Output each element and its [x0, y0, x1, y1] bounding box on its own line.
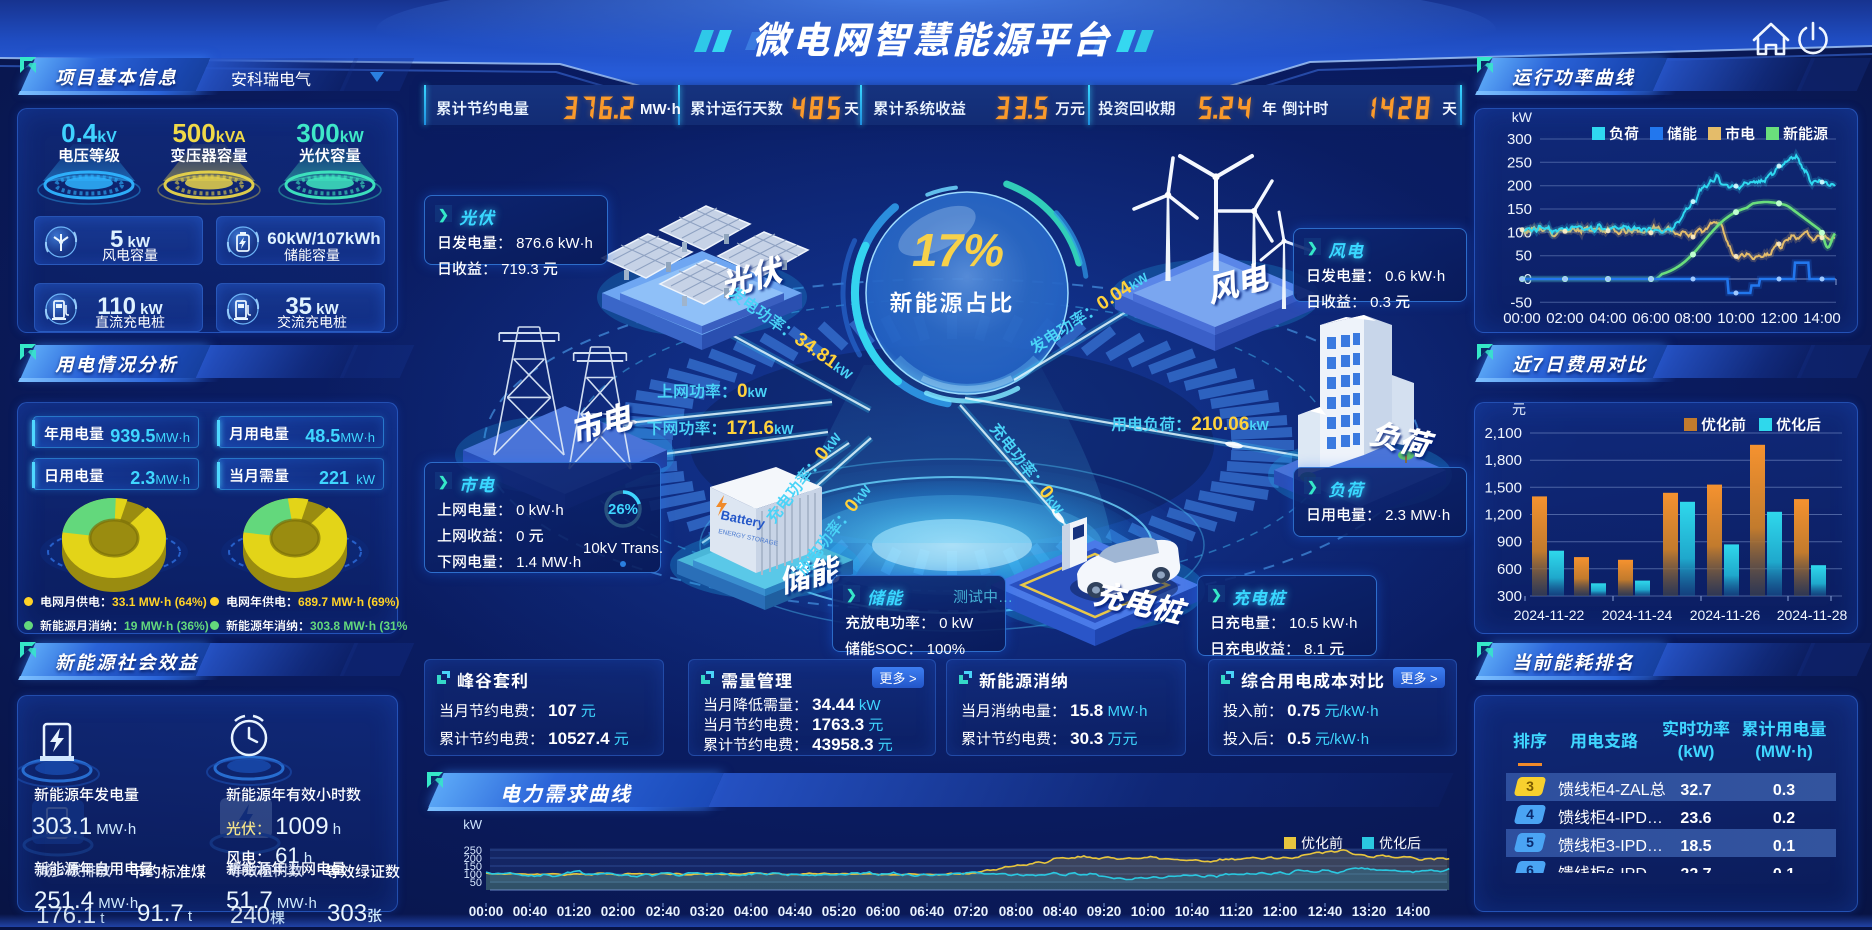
svg-text:13:20: 13:20 [1352, 900, 1387, 920]
svg-text:变压器容量: 变压器容量 [170, 144, 248, 166]
svg-text:1,500: 1,500 [1484, 476, 1522, 497]
svg-text:00:40: 00:40 [513, 900, 548, 920]
svg-text:50: 50 [1515, 245, 1532, 266]
svg-text:08:00: 08:00 [999, 900, 1034, 920]
svg-text:300: 300 [1507, 128, 1532, 149]
svg-text:00:00: 00:00 [1503, 307, 1541, 328]
svg-text:04:00: 04:00 [734, 900, 769, 920]
svg-text:电压等级: 电压等级 [58, 144, 121, 166]
svg-text:10:00: 10:00 [1717, 307, 1755, 328]
svg-text:09:20: 09:20 [1087, 900, 1122, 920]
svg-text:元: 元 [1512, 402, 1526, 419]
svg-text:用电负荷：210.06kW: 用电负荷：210.06kW [1111, 409, 1269, 436]
svg-text:新能源: 新能源 [1783, 123, 1828, 144]
svg-text:200: 200 [1507, 175, 1532, 196]
svg-text:08:40: 08:40 [1043, 900, 1078, 920]
svg-text:250: 250 [1507, 151, 1532, 172]
svg-text:150: 150 [1507, 198, 1532, 219]
svg-text:05:20: 05:20 [822, 900, 857, 920]
svg-text:2024-11-26: 2024-11-26 [1690, 605, 1761, 625]
svg-text:10:40: 10:40 [1175, 900, 1210, 920]
svg-text:17%: 17% [912, 214, 1004, 280]
svg-text:1,200: 1,200 [1484, 504, 1522, 525]
svg-text:新能源占比: 新能源占比 [890, 284, 1015, 318]
svg-text:300: 300 [1497, 585, 1522, 606]
svg-text:储能: 储能 [1667, 123, 1697, 144]
svg-text:02:40: 02:40 [646, 900, 681, 920]
svg-text:下网功率：171.6kW: 下网功率：171.6kW [646, 413, 794, 440]
svg-text:03:20: 03:20 [690, 900, 725, 920]
svg-text:04:40: 04:40 [778, 900, 813, 920]
svg-text:250: 250 [464, 842, 482, 858]
svg-text:2,100: 2,100 [1484, 422, 1522, 443]
svg-text:12:00: 12:00 [1760, 307, 1798, 328]
svg-text:06:40: 06:40 [910, 900, 945, 920]
svg-text:光伏容量: 光伏容量 [299, 144, 361, 166]
svg-text:02:00: 02:00 [601, 900, 636, 920]
svg-text:12:00: 12:00 [1263, 900, 1298, 920]
svg-text:04:00: 04:00 [1589, 307, 1627, 328]
svg-text:26%: 26% [608, 498, 638, 519]
svg-text:150: 150 [464, 858, 482, 874]
svg-text:08:00: 08:00 [1674, 307, 1712, 328]
svg-text:微电网智慧能源平台: 微电网智慧能源平台 [752, 10, 1112, 64]
svg-text:优化前: 优化前 [1701, 414, 1746, 435]
svg-text:市电: 市电 [1725, 123, 1755, 144]
svg-text:1,800: 1,800 [1484, 449, 1522, 470]
svg-text:600: 600 [1497, 558, 1522, 579]
svg-text:11:20: 11:20 [1219, 900, 1253, 920]
svg-text:优化前: 优化前 [1301, 833, 1343, 853]
svg-text:01:20: 01:20 [557, 900, 592, 920]
svg-text:优化后: 优化后 [1379, 833, 1421, 853]
svg-text:900: 900 [1497, 531, 1522, 552]
svg-text:12:40: 12:40 [1308, 900, 1343, 920]
svg-text:2024-11-24: 2024-11-24 [1602, 605, 1673, 625]
svg-text:06:00: 06:00 [1632, 307, 1670, 328]
svg-text:00:00: 00:00 [469, 900, 504, 920]
svg-text:07:20: 07:20 [954, 900, 989, 920]
svg-text:2024-11-28: 2024-11-28 [1777, 605, 1848, 625]
svg-text:2024-11-22: 2024-11-22 [1514, 605, 1585, 625]
svg-text:上网功率：0kW: 上网功率：0kW [657, 376, 768, 403]
svg-text:06:00: 06:00 [866, 900, 901, 920]
svg-text:200: 200 [464, 850, 482, 866]
svg-text:02:00: 02:00 [1546, 307, 1584, 328]
svg-text:14:00: 14:00 [1803, 307, 1841, 328]
svg-text:50: 50 [470, 874, 482, 890]
svg-text:kW: kW [1512, 108, 1533, 127]
svg-text:优化后: 优化后 [1776, 414, 1821, 435]
svg-text:100: 100 [1507, 221, 1532, 242]
svg-text:14:00: 14:00 [1396, 900, 1431, 920]
svg-text:kW: kW [463, 815, 483, 833]
svg-text:100: 100 [464, 866, 482, 882]
svg-text:-50: -50 [1510, 291, 1532, 312]
svg-text:负荷: 负荷 [1609, 123, 1639, 144]
svg-text:10:00: 10:00 [1131, 900, 1166, 920]
